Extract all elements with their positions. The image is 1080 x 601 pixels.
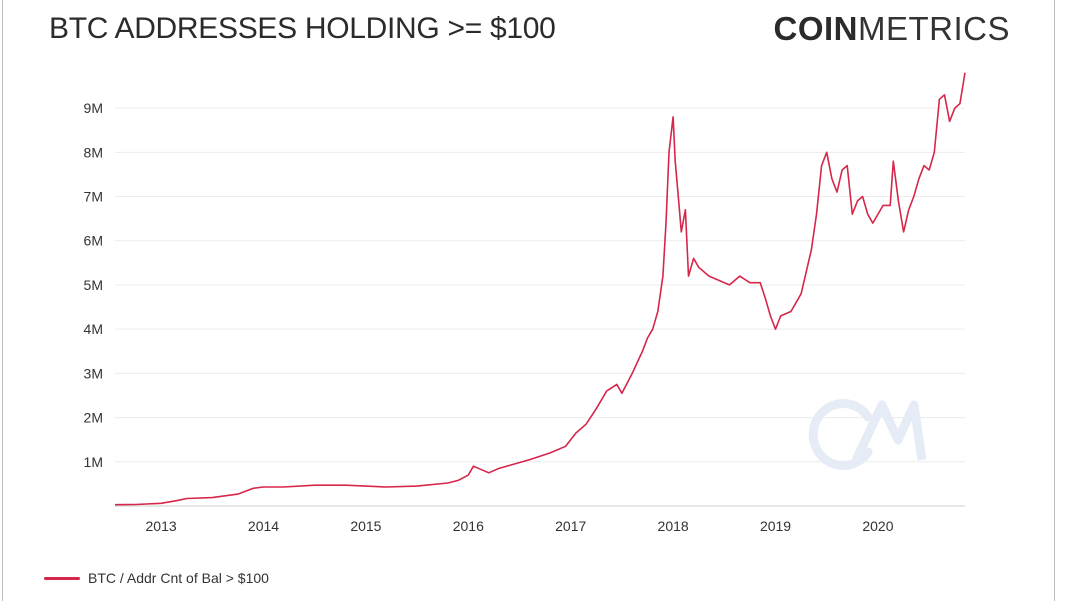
cm-watermark-icon: [808, 399, 927, 470]
y-tick-label: 7M: [84, 189, 103, 205]
chart-frame: BTC ADDRESSES HOLDING >= $100 COINMETRIC…: [2, 0, 1055, 601]
x-tick-label: 2020: [862, 518, 893, 534]
coinmetrics-logo: COINMETRICS: [774, 10, 1011, 48]
series-group: [114, 72, 966, 506]
x-tick-label: 2016: [453, 518, 484, 534]
x-axis: 2013 2014 2015 2016 2017 2018 2019 2020: [146, 518, 894, 534]
series-line: [114, 72, 966, 506]
x-tick-label: 2018: [658, 518, 689, 534]
y-axis: 1M 2M 3M 4M 5M 6M 7M 8M 9M: [84, 100, 965, 507]
y-tick-label: 9M: [84, 100, 103, 116]
logo-light: METRICS: [858, 10, 1010, 47]
grid-lines: [115, 107, 965, 463]
logo-bold: COIN: [773, 10, 858, 47]
y-tick-label: 5M: [84, 277, 103, 293]
x-tick-label: 2015: [350, 518, 381, 534]
y-tick-label: 2M: [84, 410, 103, 426]
legend-label: BTC / Addr Cnt of Bal > $100: [88, 570, 269, 586]
legend[interactable]: BTC / Addr Cnt of Bal > $100: [44, 569, 269, 587]
chart-title: BTC ADDRESSES HOLDING >= $100: [49, 12, 556, 45]
x-tick-label: 2013: [146, 518, 177, 534]
x-tick-label: 2014: [248, 518, 279, 534]
y-tick-label: 3M: [84, 365, 103, 381]
y-tick-label: 1M: [84, 454, 103, 470]
y-tick-label: 8M: [84, 144, 103, 160]
legend-swatch: [44, 576, 80, 580]
x-tick-label: 2019: [760, 518, 791, 534]
y-tick-label: 4M: [84, 321, 103, 337]
y-tick-label: 6M: [84, 233, 103, 249]
x-tick-label: 2017: [555, 518, 586, 534]
